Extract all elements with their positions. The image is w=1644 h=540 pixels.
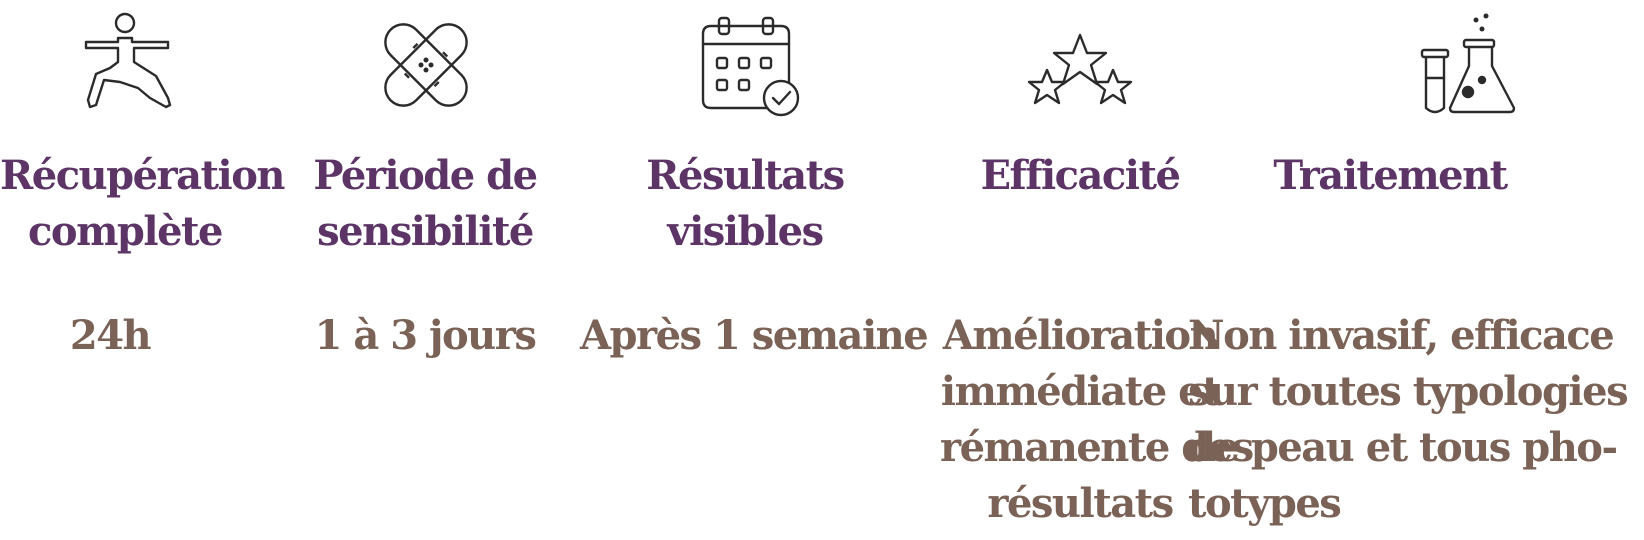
three-stars-icon [1025,10,1135,120]
feature-traitement: Traitement Non invasif, efficace sur tou… [1188,0,1644,540]
feature-value: 24h [69,312,152,359]
feature-efficacite: Efficacité Amélioration immédiate et rém… [940,0,1254,540]
bandage-icon [371,10,481,120]
feature-recuperation: Récupération complète 24h [0,0,285,540]
feature-value: 1 à 3 jours [314,312,537,359]
calendar-check-icon [695,10,805,120]
feature-title: Résultats visibles [646,152,845,255]
feature-resultats: Résultats visibles Après 1 semaine [580,0,929,540]
feature-title: Récupération complète [0,152,285,255]
lab-flask-icon [1414,10,1524,120]
feature-title: Efficacité [980,152,1181,199]
yoga-pose-icon [70,10,180,120]
feature-value: Non invasif, efficace sur toutes typolog… [1188,312,1629,527]
feature-sensibilite: Période de sensibilité 1 à 3 jours [300,0,550,540]
feature-title: Traitement [1273,152,1508,199]
feature-title: Période de sensibilité [313,152,538,255]
feature-value: Après 1 semaine [580,312,929,359]
feature-value: Amélioration immédiate et rémanente des … [940,312,1254,527]
